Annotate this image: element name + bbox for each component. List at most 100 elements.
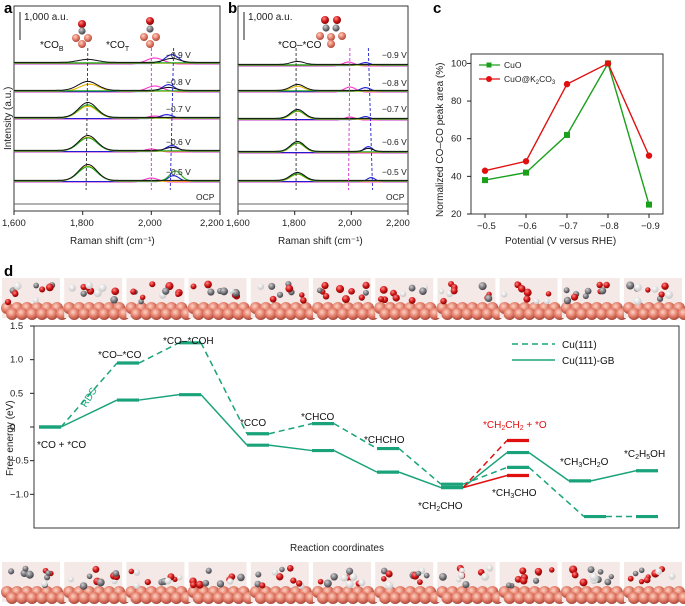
adsorbate-atom xyxy=(138,298,144,305)
cu-atom xyxy=(140,592,153,604)
panel-d-ytick: 1.0 xyxy=(10,355,23,366)
cu-atom xyxy=(471,592,484,604)
adsorbate-atom xyxy=(569,565,578,574)
species-chcho: *CHCHO xyxy=(364,435,405,446)
adsorbate-atom xyxy=(579,578,588,587)
adsorbate-atom xyxy=(604,578,612,586)
panel-c-point xyxy=(604,60,612,67)
adsorbate-atom xyxy=(408,296,416,304)
cu-atom xyxy=(192,308,205,320)
cu-atom xyxy=(543,592,556,604)
slab-image xyxy=(436,278,504,320)
adsorbate-atom xyxy=(563,296,572,305)
cu111-gb-connector xyxy=(200,394,248,446)
adsorbate-atom xyxy=(348,287,355,295)
adsorbate-atom xyxy=(207,288,215,296)
cu-atom xyxy=(595,592,608,604)
spectrum-trace xyxy=(238,60,408,65)
adsorbate-atom xyxy=(316,287,323,294)
cu-atom xyxy=(108,308,121,320)
adsorbate-atom xyxy=(597,568,604,575)
panel-c-xtick: −0.7 xyxy=(559,221,578,232)
panel-c-xtick: −0.9 xyxy=(641,221,660,232)
panel-d-ytick: 1.5 xyxy=(10,321,23,332)
adsorbate-atom xyxy=(4,298,12,306)
cu-atom xyxy=(543,308,556,320)
adsorbate-atom xyxy=(392,294,400,302)
cu-atom xyxy=(254,308,267,320)
panel-b-spectra xyxy=(238,47,408,205)
cu-atom xyxy=(481,592,494,604)
cu-atom xyxy=(347,592,359,604)
cu-atom xyxy=(150,592,163,604)
species-chco: *CHCO xyxy=(301,412,335,423)
adsorbate-atom xyxy=(664,290,673,299)
slab-image xyxy=(498,278,566,320)
red-connector xyxy=(462,439,508,489)
panel-a-xtick: 1,600 xyxy=(2,218,26,229)
panel-b-potential-label: OCP xyxy=(386,192,405,202)
cu111-connector xyxy=(333,422,378,450)
adsorbate-atom xyxy=(582,293,589,300)
adsorbate-atom xyxy=(190,581,197,589)
cu-atom xyxy=(6,592,18,604)
adsorbate-atom xyxy=(68,284,76,292)
cu111-connector xyxy=(528,466,585,518)
panel-b-xtick: 2,000 xyxy=(338,218,362,229)
adsorbate-atom xyxy=(276,291,284,298)
adsorbate-atom xyxy=(408,284,416,292)
adsorbate-atom xyxy=(45,283,54,292)
panel-b-scale-note: 1,000 a.u. xyxy=(248,12,292,23)
adsorbate-atom xyxy=(532,577,540,584)
adsorbate-atom xyxy=(285,284,294,293)
spectrum-trace xyxy=(14,80,220,91)
cu-atom xyxy=(471,308,484,320)
adsorbate-atom xyxy=(584,287,592,295)
cu-atom xyxy=(513,592,526,604)
adsorbate-atom xyxy=(133,569,141,576)
rds-label: RDS xyxy=(79,386,100,410)
slab-image xyxy=(498,562,566,604)
spectrum-trace xyxy=(238,140,408,152)
adsorbate-atom xyxy=(632,570,639,577)
adsorbate-atom xyxy=(93,289,102,298)
adsorbate-atom xyxy=(128,568,135,575)
adsorbate-atom xyxy=(133,582,140,589)
adsorbate-atom xyxy=(440,297,447,305)
cu-atom xyxy=(327,592,339,604)
adsorbate-atom xyxy=(385,570,393,578)
panel-c-legend-cuo-k2co3: CuO@K2CO3 xyxy=(504,74,556,86)
adsorbate-atom xyxy=(22,565,29,572)
adsorbate-atom xyxy=(68,576,74,583)
cu-atom xyxy=(503,308,516,320)
cu-atom xyxy=(481,308,494,320)
adsorbate-atom xyxy=(358,579,366,587)
panel-c-ytick: 100 xyxy=(451,58,467,69)
adsorbate-atom xyxy=(655,568,663,575)
cu-atom xyxy=(254,592,267,604)
adsorbate-atom xyxy=(519,567,527,575)
panel-a-potential-label: −0.7 V xyxy=(166,104,191,114)
adsorbate-atom xyxy=(190,283,197,290)
cu-atom xyxy=(327,308,339,320)
adsorbate-atom xyxy=(587,566,595,574)
slab-image xyxy=(63,278,131,320)
adsorbate-atom xyxy=(39,286,46,293)
cu-atom xyxy=(88,592,101,604)
cu-atom xyxy=(389,592,402,604)
panel-a-potential-label: −0.9 V xyxy=(166,50,191,60)
cu-atom xyxy=(658,308,670,320)
spectrum-trace xyxy=(14,163,220,181)
panel-a-potential-label: −0.5 V xyxy=(166,167,191,177)
panel-b-xtick: 2,200 xyxy=(386,218,410,229)
cu-atom xyxy=(419,308,432,320)
cu-atom xyxy=(337,592,349,604)
cu-atom xyxy=(222,592,235,604)
adsorbate-atom xyxy=(668,573,676,580)
cu-atom xyxy=(16,592,28,604)
cu-atom xyxy=(264,592,277,604)
adsorbate-atom xyxy=(80,283,87,291)
cu111-connector xyxy=(398,447,442,485)
cu-atom xyxy=(565,308,578,320)
adsorbate-atom xyxy=(570,293,579,301)
